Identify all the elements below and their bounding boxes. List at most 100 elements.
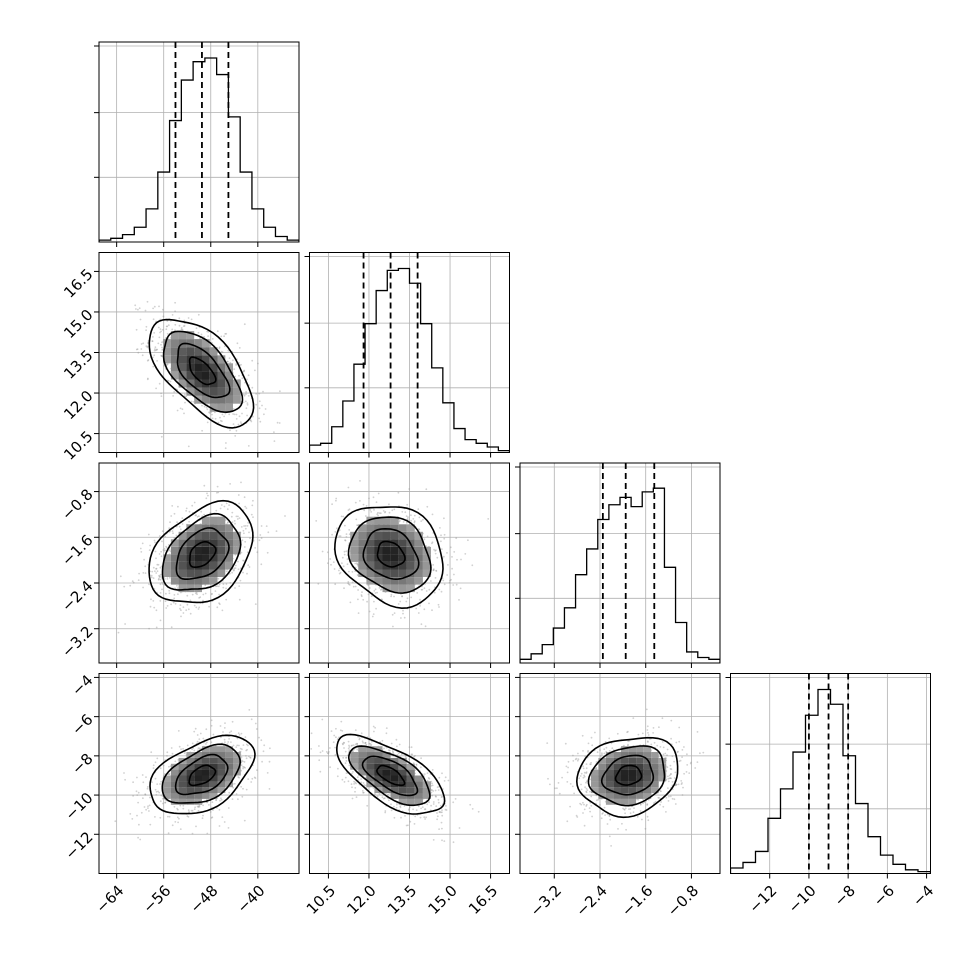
sample-point	[338, 736, 340, 739]
sample-point	[342, 756, 345, 759]
sample-point	[179, 607, 181, 610]
sample-point	[248, 709, 251, 711]
sample-point	[368, 587, 371, 589]
sample-point	[146, 300, 149, 303]
sample-point	[343, 747, 345, 749]
sample-point	[390, 593, 393, 596]
sample-point	[147, 377, 149, 380]
sample-point	[251, 386, 254, 389]
density-cell	[209, 539, 218, 547]
density-cell	[201, 516, 210, 525]
sample-point	[206, 832, 209, 835]
sample-point	[164, 337, 167, 339]
sample-point	[203, 484, 206, 487]
sample-point	[161, 588, 163, 591]
x-tick-label: −40	[233, 882, 268, 917]
sample-point	[459, 587, 462, 590]
sample-point	[162, 315, 165, 318]
sample-point	[344, 539, 346, 541]
sample-point	[420, 520, 423, 522]
sample-point	[344, 524, 346, 527]
sample-point	[196, 593, 198, 596]
sample-point	[383, 747, 385, 750]
sample-point	[363, 784, 366, 786]
sample-point	[178, 317, 181, 320]
sample-point	[169, 380, 172, 383]
sample-point	[344, 539, 347, 542]
density-cell	[178, 554, 187, 562]
sample-point	[444, 776, 447, 779]
sample-point	[254, 603, 257, 605]
density-cell	[414, 577, 423, 585]
sample-point	[319, 770, 322, 773]
density-cell	[201, 763, 210, 770]
sample-point	[152, 365, 155, 368]
sample-point	[137, 791, 140, 794]
sample-point	[141, 774, 144, 776]
sample-point	[430, 789, 433, 792]
sample-point	[166, 605, 169, 607]
sample-point	[177, 505, 179, 508]
density-cell	[186, 798, 195, 805]
density-cell	[186, 757, 195, 764]
sample-point	[220, 335, 223, 338]
sample-point	[222, 583, 225, 586]
sample-point	[181, 517, 184, 520]
density-cell	[194, 387, 202, 396]
sample-point	[191, 832, 194, 835]
sample-point	[387, 749, 390, 751]
y-tick-label: 15.0	[60, 306, 96, 342]
density-cell	[209, 769, 218, 776]
sample-point	[231, 521, 234, 523]
sample-point	[202, 599, 204, 602]
sample-point	[175, 534, 178, 537]
sample-point	[243, 496, 246, 499]
sample-point	[232, 408, 235, 410]
density-cell	[217, 524, 226, 532]
sample-point	[129, 584, 132, 587]
sample-point	[452, 801, 455, 804]
sample-point	[223, 335, 226, 338]
sample-point	[239, 747, 242, 750]
sample-point	[165, 592, 167, 595]
sample-point	[363, 509, 366, 512]
sample-point	[144, 309, 147, 312]
sample-point	[372, 496, 375, 499]
sample-point	[335, 499, 337, 502]
sample-point	[375, 607, 377, 610]
sample-point	[193, 501, 196, 504]
density-cell	[406, 577, 415, 585]
sample-point	[184, 401, 186, 404]
sample-point	[400, 816, 402, 819]
sample-point	[165, 607, 168, 609]
sample-point	[260, 537, 263, 539]
sample-point	[388, 799, 390, 802]
sample-point	[243, 369, 246, 372]
sample-point	[334, 583, 337, 586]
density-cell	[194, 787, 202, 794]
sample-point	[247, 778, 250, 780]
sample-point	[186, 815, 189, 818]
sample-point	[418, 528, 421, 531]
sample-point	[164, 535, 167, 538]
sample-point	[441, 548, 443, 550]
sample-point	[198, 804, 201, 807]
sample-point	[152, 566, 155, 569]
density-cell	[225, 562, 233, 570]
contour-level	[188, 356, 217, 386]
sample-point	[143, 558, 146, 561]
sample-point	[210, 719, 213, 722]
sample-point	[164, 600, 167, 603]
sample-point	[153, 606, 156, 609]
sample-point	[180, 748, 183, 751]
sample-point	[477, 810, 480, 813]
sample-point	[160, 576, 163, 578]
sample-point	[425, 590, 428, 592]
sample-point	[406, 503, 409, 506]
sample-point	[218, 825, 221, 827]
sample-point	[227, 807, 230, 809]
sample-point	[238, 744, 240, 747]
sample-point	[378, 587, 381, 589]
sample-point	[219, 799, 221, 802]
density-cell	[186, 387, 195, 396]
